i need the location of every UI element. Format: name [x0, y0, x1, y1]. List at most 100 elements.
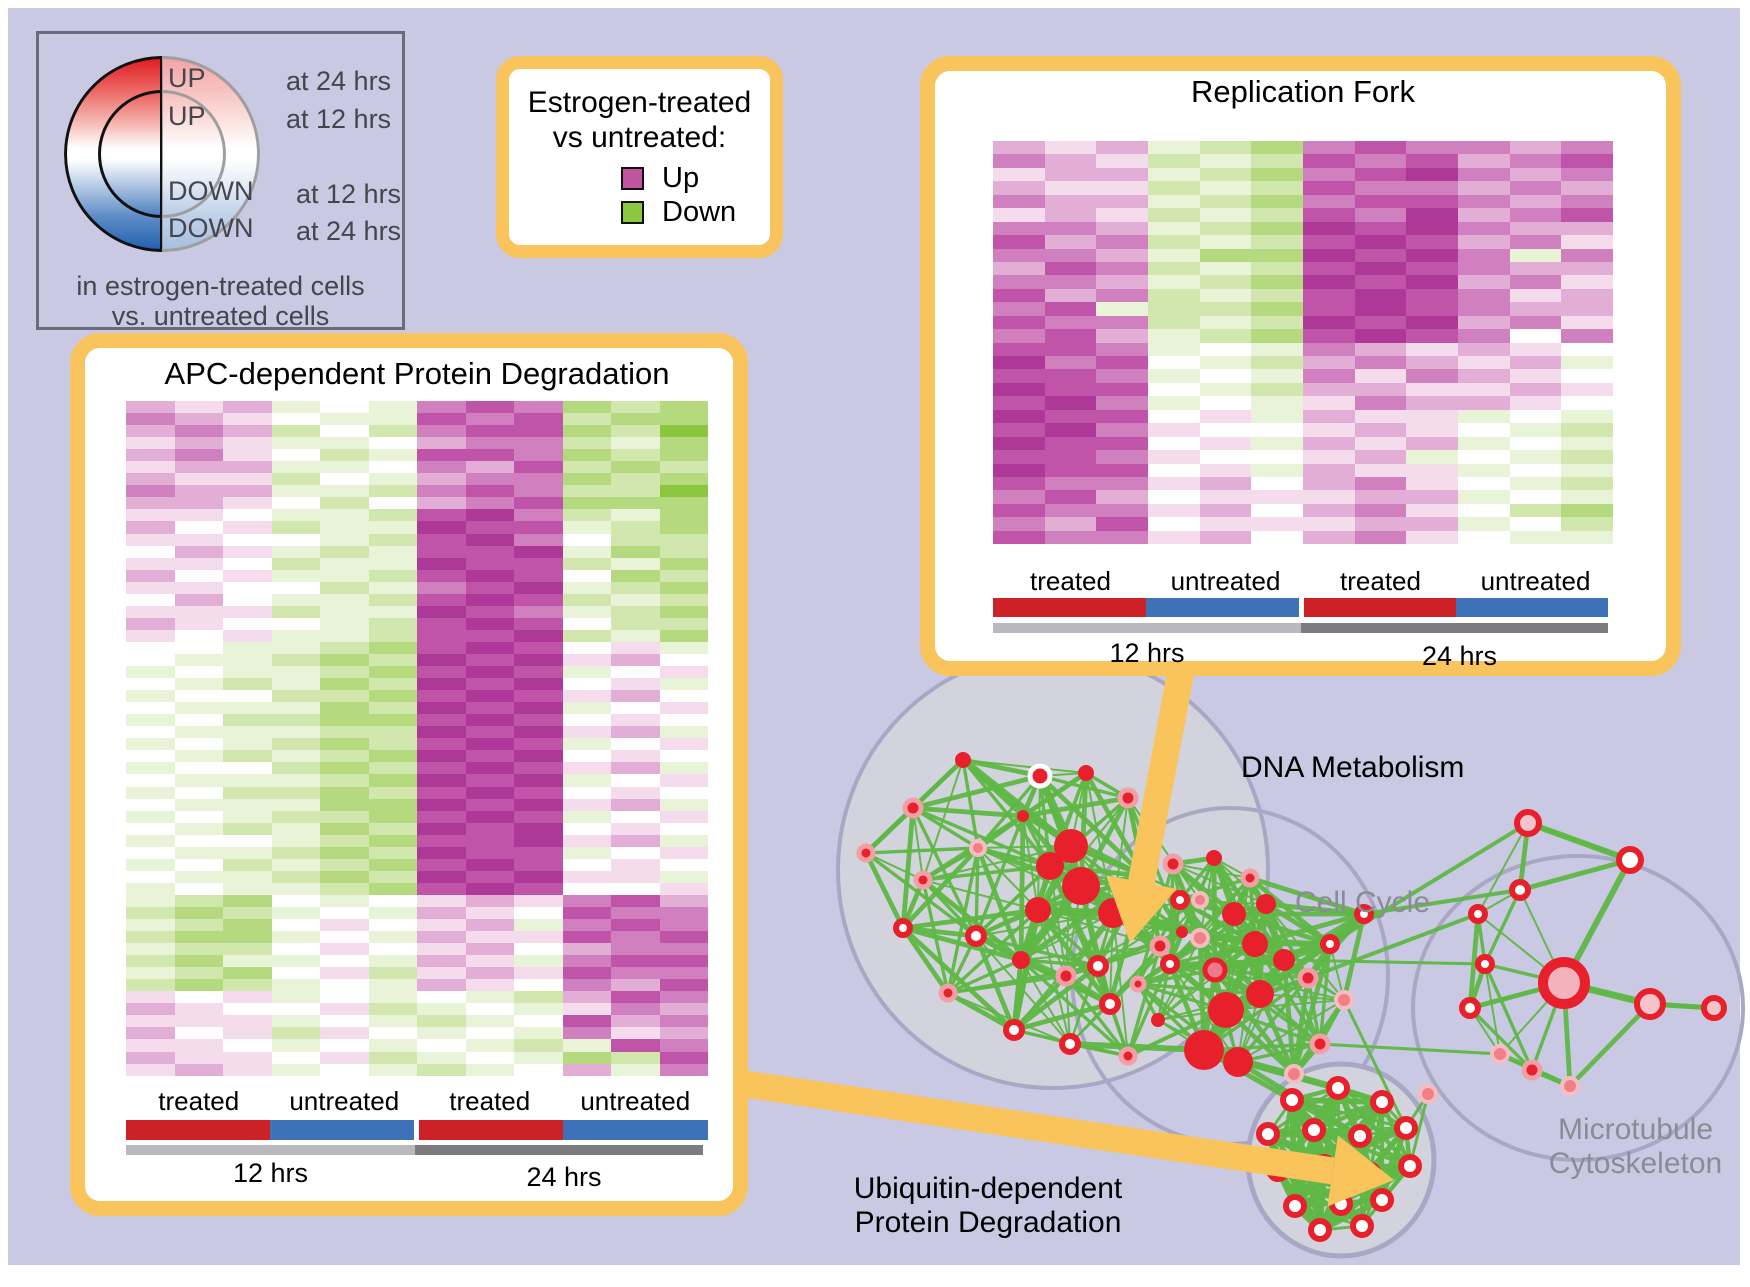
- heatmap-cell: [659, 593, 708, 606]
- heatmap-cell: [1303, 302, 1355, 316]
- heatmap-cell: [514, 629, 563, 642]
- heatmap-cell: [368, 834, 417, 847]
- heatmap-cell: [223, 485, 272, 498]
- heatmap-cell: [417, 979, 466, 992]
- heatmap-cell: [1251, 423, 1304, 437]
- heatmap-cell: [1199, 436, 1252, 451]
- heatmap-cell: [562, 1051, 611, 1064]
- heatmap-cell: [1096, 369, 1149, 383]
- heatmap-cell: [514, 401, 563, 414]
- heatmap-cell: [174, 822, 223, 835]
- heatmap-cell: [417, 581, 466, 594]
- updown-rings-diagram: [64, 56, 260, 252]
- heatmap-row: [993, 221, 1614, 236]
- heatmap-cell: [659, 882, 708, 895]
- heatmap-cell: [659, 629, 708, 642]
- heatmap-cell: [514, 943, 563, 956]
- heatmap-cell: [611, 955, 660, 968]
- heatmap-cell: [174, 641, 223, 654]
- heatmap-cell: [659, 641, 708, 654]
- heatmap-cell: [223, 1027, 272, 1040]
- heatmap-cell: [223, 726, 272, 739]
- heatmap-cell: [1303, 450, 1355, 464]
- network-node-ringpink: [1701, 995, 1727, 1021]
- network-node-ringwhite: [1459, 997, 1481, 1019]
- heatmap-cell: [659, 449, 708, 462]
- heatmap-cell: [659, 1003, 708, 1016]
- heatmap-row: [993, 181, 1614, 195]
- heatmap-cell: [514, 666, 563, 679]
- ring-time-12-inner: at 12 hrs: [286, 104, 392, 134]
- heatmap-cell: [1251, 503, 1304, 518]
- heatmap-cell: [271, 894, 320, 907]
- down-label: Down: [662, 196, 737, 228]
- heatmap-cell: [1148, 450, 1200, 464]
- heatmap-cell: [1458, 356, 1510, 370]
- heatmap-cell: [1199, 194, 1252, 209]
- network-node-pinkcore: [1202, 957, 1228, 983]
- treated-bar: [126, 1120, 270, 1140]
- heatmap-cell: [993, 530, 1045, 545]
- heatmap-cell: [223, 437, 272, 450]
- heatmap-row: [126, 882, 708, 895]
- heatmap-cell: [223, 557, 272, 570]
- heatmap-row: [993, 409, 1614, 424]
- network-edge: [1047, 863, 1113, 1007]
- heatmap-cell: [465, 1003, 514, 1016]
- heatmap-cell: [659, 569, 708, 582]
- heatmap-cell: [611, 931, 660, 944]
- faded-right-half: [162, 56, 260, 252]
- apc-condition-bars: [126, 1120, 708, 1140]
- network-node-solid: [1222, 902, 1246, 926]
- heatmap-cell: [1199, 141, 1252, 155]
- heatmap-cell: [1148, 530, 1200, 545]
- heatmap-cell: [1303, 342, 1355, 356]
- heatmap-cell: [611, 882, 660, 895]
- heatmap-cell: [514, 581, 563, 594]
- heatmap-row: [126, 738, 708, 751]
- circle-legend-footer-2: vs. untreated cells: [111, 301, 330, 331]
- heatmap-cell: [1458, 275, 1510, 289]
- heatmap-cell: [1096, 288, 1149, 303]
- network-edge: [960, 757, 1043, 779]
- heatmap-cell: [417, 497, 466, 510]
- heatmap-cell: [271, 690, 320, 703]
- heatmap-cell: [223, 569, 272, 582]
- network-node-solid: [1223, 1047, 1253, 1077]
- heatmap-cell: [1406, 490, 1459, 504]
- heatmap-cell: [659, 810, 708, 823]
- network-edge: [947, 992, 1071, 1045]
- ring-time-12-outer: at 12 hrs: [296, 179, 402, 209]
- network-edge: [1020, 912, 1114, 961]
- heatmap-cell: [1303, 490, 1355, 504]
- heatmap-cell: [611, 726, 660, 739]
- heatmap-cell: [126, 485, 175, 498]
- heatmap-cell: [320, 1063, 369, 1076]
- heatmap-cell: [320, 1039, 369, 1052]
- heatmap-cell: [223, 919, 272, 932]
- heatmap-cell: [1044, 476, 1097, 491]
- treated-bar: [993, 598, 1146, 617]
- network-edge: [865, 852, 924, 881]
- network-node-solid: [1242, 931, 1268, 957]
- heatmap-cell: [126, 521, 175, 534]
- heatmap-cell: [562, 593, 611, 606]
- heatmap-cell: [993, 302, 1045, 316]
- heatmap-cell: [417, 955, 466, 968]
- heatmap-cell: [417, 738, 466, 751]
- heatmap-cell: [562, 521, 611, 534]
- heatmap-cell: [271, 413, 320, 426]
- heatmap-cell: [1509, 530, 1562, 545]
- heatmap-cell: [562, 858, 611, 871]
- heatmap-cell: [1561, 194, 1614, 209]
- network-node-ringwhite: [1350, 1214, 1374, 1238]
- heatmap-cell: [1561, 261, 1614, 276]
- heatmap-cell: [320, 690, 369, 703]
- heatmap-cell: [611, 617, 660, 630]
- heatmap-cell: [126, 473, 175, 486]
- heatmap-cell: [223, 1039, 272, 1052]
- heatmap-cell: [1044, 181, 1097, 195]
- heatmap-cell: [1251, 208, 1304, 222]
- heatmap-cell: [271, 678, 320, 691]
- heatmap-cell: [368, 533, 417, 546]
